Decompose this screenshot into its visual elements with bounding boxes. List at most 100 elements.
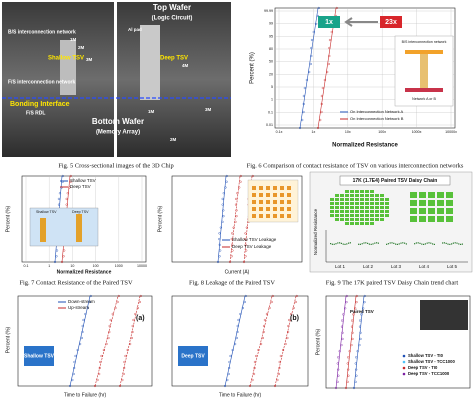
cell (266, 200, 270, 204)
inset-shape (76, 214, 82, 242)
y-tick-label: 0.01 (266, 123, 273, 127)
point (344, 386, 348, 390)
axis-label: Percent (%) (315, 328, 321, 355)
legend-label: Shallow TSV Leakage (232, 237, 277, 242)
axis-label: Percent (%) (5, 326, 11, 353)
point (367, 242, 369, 244)
point (271, 294, 274, 298)
die (380, 194, 384, 197)
point (355, 294, 358, 298)
die (380, 214, 384, 217)
die (360, 210, 364, 213)
point (335, 243, 337, 245)
die (385, 198, 389, 201)
die (380, 202, 384, 205)
sem-image (420, 300, 468, 330)
die (365, 206, 369, 209)
point (363, 301, 366, 304)
layer-label: 2M (170, 137, 177, 142)
point (341, 331, 344, 334)
point (235, 197, 238, 201)
point (323, 78, 326, 82)
point (350, 343, 353, 347)
inset-label: Shallow TSV (36, 210, 57, 214)
point (241, 306, 244, 310)
point (255, 354, 258, 358)
die (375, 218, 379, 221)
cell (252, 200, 256, 204)
point (259, 342, 263, 346)
inset-shape (420, 54, 428, 88)
point (228, 260, 232, 264)
point (328, 38, 332, 42)
axis-label: Normalized Resistance (332, 143, 398, 149)
die (345, 206, 349, 209)
point (225, 174, 228, 178)
point (263, 318, 267, 322)
die (365, 190, 369, 193)
die (419, 200, 426, 206)
point (327, 62, 330, 66)
die (330, 206, 334, 209)
label: Deep TSV (160, 56, 188, 62)
point (359, 331, 362, 334)
point (79, 342, 82, 346)
point (376, 242, 378, 244)
point (100, 354, 103, 358)
die (355, 190, 359, 193)
tsv-label: Shallow TSV (24, 353, 55, 359)
die (335, 198, 339, 201)
layer-label: 2M (78, 45, 85, 50)
legend-label: On Interconnection Network B (350, 116, 404, 121)
point (347, 356, 350, 359)
point (134, 312, 137, 316)
point (445, 242, 447, 244)
label: Top Wafer (153, 3, 191, 12)
die (330, 214, 334, 217)
point (310, 54, 313, 58)
point (370, 243, 372, 245)
point (337, 242, 339, 244)
point (443, 242, 445, 244)
panel (309, 171, 473, 273)
point (58, 192, 62, 195)
point (308, 70, 311, 74)
point (235, 215, 238, 218)
point (130, 336, 133, 340)
point (118, 384, 122, 388)
point (57, 203, 61, 206)
arrow (344, 17, 378, 27)
point (428, 242, 430, 244)
x-tick-label: 100x (378, 130, 386, 134)
point (405, 243, 407, 245)
die (350, 202, 354, 205)
point (341, 319, 344, 322)
point (345, 301, 348, 304)
point (55, 255, 58, 258)
cell (280, 214, 284, 218)
cell (252, 207, 256, 211)
point (239, 312, 242, 316)
die (385, 214, 389, 217)
x-tick-label: 10x (345, 130, 351, 134)
point (76, 348, 79, 352)
die (380, 206, 384, 209)
die (350, 190, 354, 193)
die (385, 202, 389, 205)
point (333, 243, 335, 245)
x-tick-label: 1x (312, 130, 316, 134)
inset-label: Deep TSV (72, 210, 89, 214)
point (235, 336, 238, 340)
layer-label: 1M (148, 109, 155, 114)
die (428, 200, 435, 206)
point (248, 384, 252, 388)
die (335, 218, 339, 221)
die (345, 194, 349, 197)
point (68, 186, 71, 189)
point (346, 380, 349, 383)
die (360, 214, 364, 217)
die (360, 202, 364, 205)
point (80, 336, 83, 340)
point (320, 102, 323, 106)
